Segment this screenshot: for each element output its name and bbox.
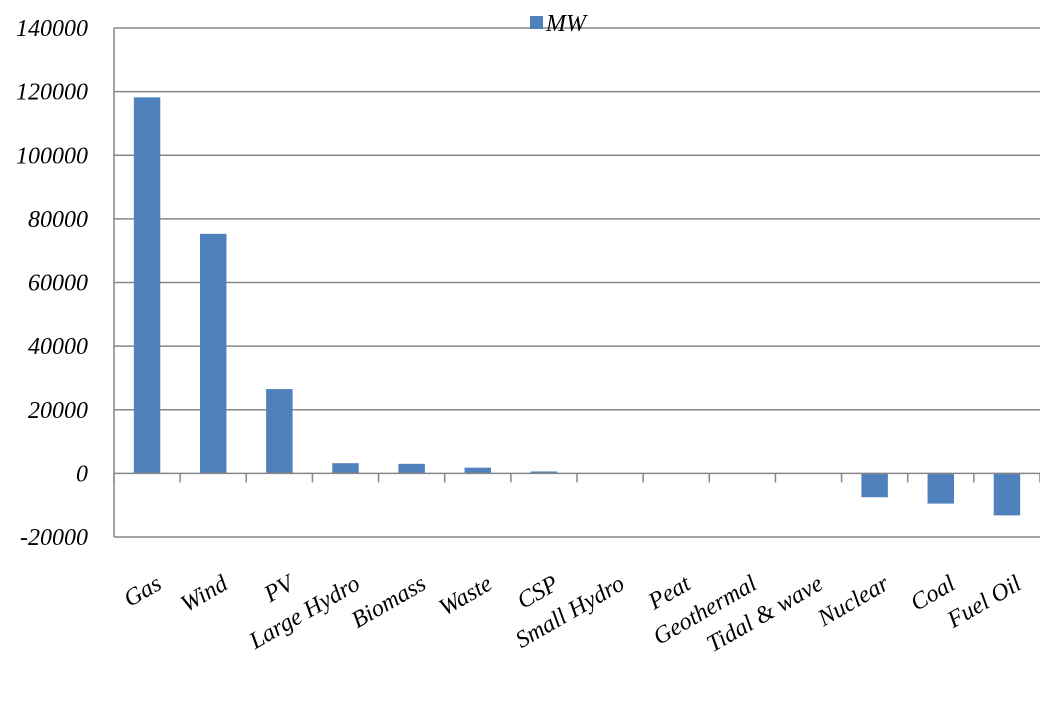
y-tick-label: 80000 (28, 207, 88, 233)
legend-swatch-mw (530, 16, 543, 29)
bar-large-hydro (332, 463, 359, 474)
y-tick-label: 0 (76, 461, 88, 487)
bar-fuel-oil (993, 473, 1021, 516)
y-tick-label: 20000 (28, 398, 88, 424)
bar-nuclear (861, 473, 888, 498)
legend: MW (530, 11, 588, 37)
bar-waste (464, 467, 492, 474)
x-tick-label: Gas (120, 571, 166, 613)
x-tick-label: Wind (176, 570, 233, 618)
y-tick-label: 100000 (16, 143, 88, 169)
bar-wind (199, 233, 227, 474)
x-tick-label: Biomass (347, 571, 430, 634)
y-tick-label: -20000 (20, 525, 88, 551)
x-tick-label: Fuel Oil (942, 571, 1026, 635)
y-tick-labels: -20000 0 20000 40000 60000 80000 100000 120000 1… (16, 16, 88, 551)
y-tick-label: 40000 (28, 334, 88, 360)
x-tick-label: Waste (435, 571, 497, 622)
legend-label-mw: MW (545, 11, 588, 37)
bar-csp (530, 471, 558, 474)
x-tick-label: PV (259, 570, 300, 609)
y-tick-label: 140000 (16, 16, 88, 42)
bar-coal (927, 473, 955, 504)
x-tick-label: Nuclear (813, 570, 894, 632)
bar-biomass (398, 463, 425, 474)
bar-pv (266, 389, 293, 474)
y-tick-label: 120000 (16, 80, 88, 106)
bar-series (133, 97, 1021, 516)
bar-gas (133, 97, 161, 474)
y-tick-label: 60000 (28, 271, 88, 297)
axes (113, 28, 1040, 537)
gridlines (114, 27, 1040, 538)
